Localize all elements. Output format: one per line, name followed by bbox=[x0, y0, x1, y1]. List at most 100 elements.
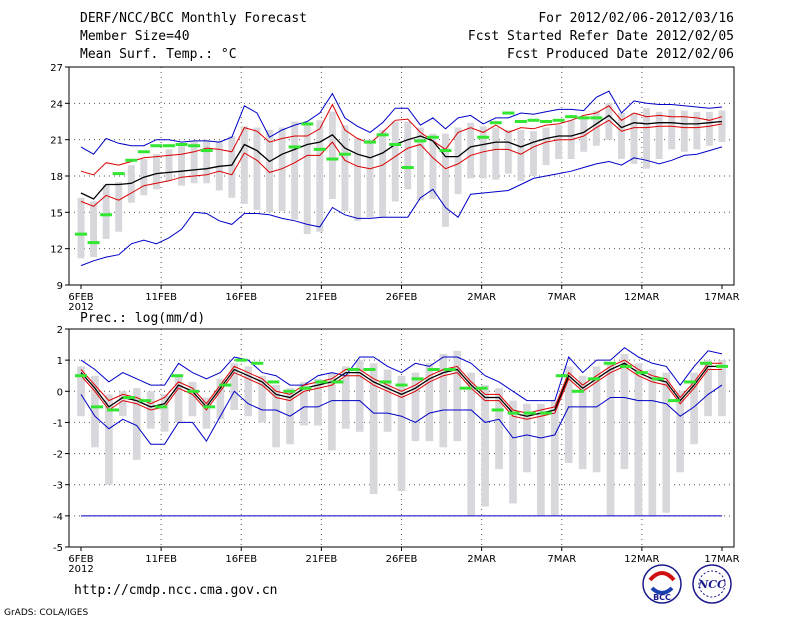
prec-xtick-label: 2MAR bbox=[467, 554, 496, 565]
temp-spread-bar bbox=[316, 120, 324, 232]
prec-spread-bar bbox=[662, 372, 671, 513]
prec-ytick-label: -5 bbox=[53, 543, 63, 554]
prec-xtick-label: 11FEB bbox=[145, 554, 177, 565]
temp-spread-bar bbox=[328, 111, 336, 200]
temp-spread-bar bbox=[492, 127, 500, 180]
temp-spread-bar bbox=[190, 140, 198, 184]
prec-ytick-label: 0 bbox=[57, 387, 63, 398]
temp-xtick-label: 11FEB bbox=[145, 292, 177, 303]
grads-credit: GrADS: COLA/IGES bbox=[4, 608, 89, 618]
prec-spread-bar bbox=[718, 360, 726, 417]
temp-spread-bar bbox=[228, 136, 236, 198]
temp-spread-bar bbox=[467, 122, 475, 179]
temp-spread-bar bbox=[517, 129, 525, 181]
temp-spread-bar bbox=[630, 113, 638, 164]
forecast-period: For 2012/02/06-2012/03/16 bbox=[538, 11, 734, 26]
prec-spread-bar bbox=[467, 372, 476, 516]
temp-spread-bar bbox=[266, 129, 273, 213]
temp-xtick-year: 2012 bbox=[68, 302, 93, 313]
temp-xtick-label: 21FEB bbox=[306, 292, 338, 303]
prec-spread-bar bbox=[439, 353, 448, 448]
temp-spread-bar bbox=[605, 103, 613, 140]
member-size: Member Size=40 bbox=[80, 29, 190, 44]
temp-spread-bar bbox=[693, 111, 701, 150]
prec-spread-bar bbox=[676, 391, 685, 473]
prec-spread-bar bbox=[690, 372, 698, 445]
prec-spread-bar bbox=[160, 394, 169, 432]
temp-spread-bar bbox=[379, 129, 387, 218]
temp-ytick-label: 18 bbox=[50, 172, 63, 183]
temp-spread-bar bbox=[303, 123, 311, 235]
prec-ytick-label: 2 bbox=[57, 325, 63, 336]
refer-date: Fcst Started Refer Date 2012/02/05 bbox=[467, 29, 734, 44]
temp-spread-bar bbox=[479, 126, 487, 179]
prec-xtick-label: 17MAR bbox=[704, 554, 739, 565]
prec-xtick-year: 2012 bbox=[68, 564, 93, 575]
temp-spread-bar bbox=[240, 126, 248, 204]
prec-spread-bar bbox=[397, 375, 406, 491]
prec-xtick-label: 21FEB bbox=[306, 554, 338, 565]
temp-ytick-label: 12 bbox=[50, 245, 63, 256]
prec-spread-bar bbox=[118, 391, 127, 417]
prec-ytick-label: -3 bbox=[53, 481, 63, 492]
temp-spread-bar bbox=[643, 108, 651, 169]
temp-spread-bar bbox=[718, 110, 726, 143]
prec-xtick-label: 6FEB bbox=[68, 554, 93, 565]
temp-spread-bar bbox=[152, 154, 160, 190]
temp-spread-bar bbox=[77, 197, 85, 259]
prec-ytick-label: 1 bbox=[57, 356, 63, 367]
prec-spread-bar bbox=[341, 366, 350, 429]
temp-spread-bar bbox=[442, 133, 449, 227]
temp-spread-bar bbox=[102, 184, 110, 239]
temp-line-lower bbox=[80, 119, 723, 207]
prec-xtick-label: 16FEB bbox=[225, 554, 257, 565]
produced-date: Fcst Produced Date 2012/02/06 bbox=[507, 47, 734, 62]
temp-spread-bar bbox=[341, 125, 349, 212]
prec-spread-bar bbox=[481, 385, 489, 507]
prec-spread-bar bbox=[327, 372, 336, 451]
prec-spread-bar bbox=[244, 366, 253, 417]
temp-ytick-label: 21 bbox=[50, 136, 63, 147]
prec-spread-bar bbox=[383, 369, 392, 432]
prec-frame bbox=[68, 328, 735, 548]
temp-spread-bar bbox=[203, 139, 211, 184]
temp-spread-bar bbox=[504, 129, 512, 174]
prec-spread-bar bbox=[606, 363, 615, 516]
temp-spread-bar bbox=[429, 133, 437, 200]
prec-spread-bar bbox=[620, 353, 629, 470]
temp-ytick-label: 27 bbox=[50, 63, 63, 74]
prec-spread-bar bbox=[509, 400, 517, 504]
temp-panel: 9 12 15 18 21 24 27 6FEB 11FEB 16FEB 21FEB 26FEB 2MA… bbox=[50, 63, 739, 313]
prec-spread-bar bbox=[523, 403, 531, 473]
prec-spread-bar bbox=[369, 363, 378, 495]
source-url[interactable]: http://cmdp.ncc.cma.gov.cn bbox=[74, 583, 278, 598]
prec-spread-bar bbox=[132, 388, 141, 460]
prec-spread-bar bbox=[300, 381, 308, 426]
prec-spread-bar bbox=[105, 394, 113, 485]
prec-ytick-label: -1 bbox=[53, 418, 63, 429]
prec-spread-bar bbox=[704, 360, 712, 417]
temp-spread-bar bbox=[115, 182, 123, 232]
prec-spread-bar bbox=[453, 350, 462, 442]
prec-spread-bar bbox=[537, 403, 545, 516]
temp-spread-bar bbox=[253, 127, 261, 210]
temp-spread-bar bbox=[165, 149, 173, 181]
temp-xtick-label: 12MAR bbox=[624, 292, 659, 303]
prec-spread-bar bbox=[230, 363, 239, 410]
prec-ytick-label: -4 bbox=[53, 512, 63, 523]
temp-spread-bar bbox=[354, 138, 361, 221]
prec-title: Prec.: log(mm/d) bbox=[80, 311, 205, 326]
prec-spread-bar bbox=[564, 366, 573, 463]
temp-spread-bar bbox=[580, 116, 588, 152]
temp-spread-bar bbox=[416, 127, 424, 201]
temp-spread-bar bbox=[617, 113, 625, 160]
prec-spread-bar bbox=[592, 366, 601, 473]
temp-spread-bar bbox=[366, 139, 374, 218]
temp-frame bbox=[68, 66, 735, 286]
temp-spread-bar bbox=[530, 131, 537, 176]
temp-spread-bar bbox=[705, 111, 713, 146]
prec-spread-bar bbox=[272, 385, 280, 448]
temp-xtick-label: 26FEB bbox=[386, 292, 418, 303]
